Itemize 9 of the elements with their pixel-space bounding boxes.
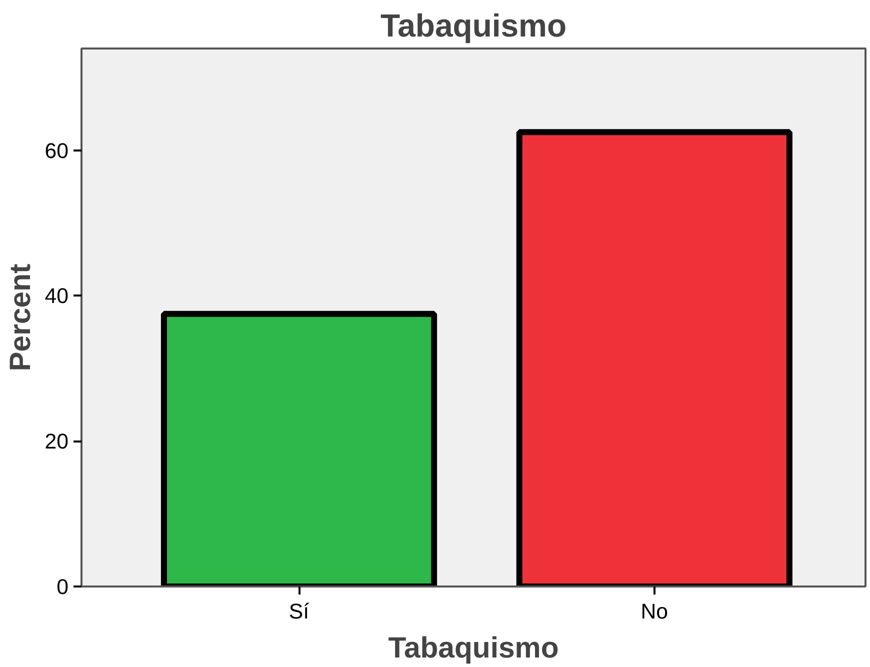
- x-tick-label: Sí: [288, 600, 310, 624]
- y-tick-label: 60: [44, 138, 69, 163]
- chart-title: Tabaquismo: [380, 8, 567, 44]
- y-tick-label: 20: [44, 430, 69, 454]
- y-tick-label: 0: [56, 575, 69, 599]
- y-axis-title: Percent: [4, 263, 37, 372]
- x-axis-title: Tabaquismo: [388, 632, 559, 664]
- y-tick-label: 40: [44, 284, 69, 308]
- x-tick-label: No: [640, 600, 668, 624]
